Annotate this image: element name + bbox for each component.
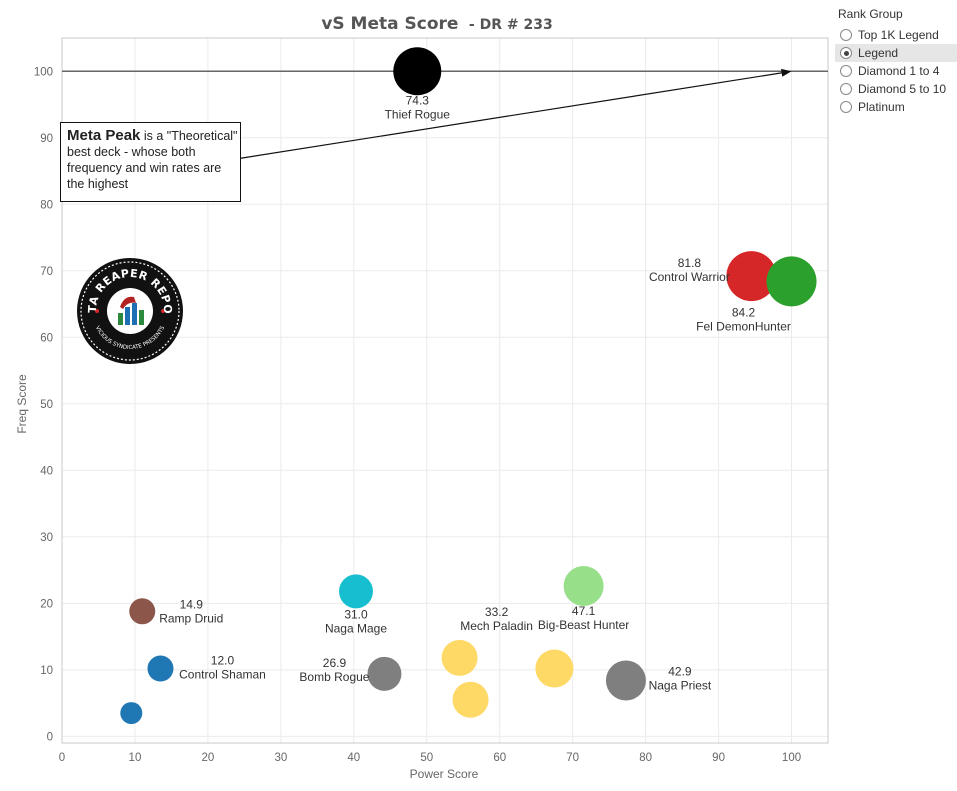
radio-icon: [840, 65, 852, 77]
legend-option-label: Diamond 5 to 10: [858, 82, 947, 96]
x-tick-label: 70: [566, 752, 579, 764]
x-tick-label: 80: [639, 752, 652, 764]
point-name-label: Naga Mage: [325, 621, 387, 635]
y-axis-title: Freq Score: [15, 374, 29, 434]
meta-peak-callout: Meta Peak is a "Theoretical" best deck -…: [60, 122, 241, 202]
y-tick-label: 40: [40, 465, 53, 477]
legend-title: Rank Group: [838, 7, 903, 21]
meta-peak-arrow: [235, 68, 792, 160]
point-score-label: 12.0: [211, 654, 235, 668]
point-name-label: Ramp Druid: [159, 611, 223, 625]
radio-icon: [840, 29, 852, 41]
x-tick-label: 30: [274, 752, 287, 764]
point-naga-mage[interactable]: [338, 574, 373, 609]
point-name-label: Fel DemonHunter: [696, 319, 791, 333]
x-tick-label: 100: [782, 752, 801, 764]
arrow-head: [781, 68, 792, 77]
x-tick-label: 90: [712, 752, 725, 764]
y-tick-label: 30: [40, 532, 53, 544]
legend-option-label: Legend: [858, 46, 899, 60]
callout-text: is a "Theoretical" best deck - whose bot…: [67, 129, 238, 191]
point-unlabeled[interactable]: [535, 649, 574, 688]
rank-group-legend: Rank Group Top 1K Legend Legend Diamond …: [835, 6, 957, 116]
point-bomb-rogue[interactable]: [367, 656, 402, 691]
arrow-line: [235, 71, 786, 160]
point-score-label: 26.9: [323, 656, 347, 670]
data-points: [120, 47, 817, 725]
point-name-label: Control Shaman: [179, 668, 266, 682]
point-ramp-druid[interactable]: [129, 598, 156, 625]
callout-bold-text: Meta Peak: [67, 127, 141, 144]
y-tick-label: 70: [40, 266, 53, 278]
point-score-label: 42.9: [668, 664, 692, 678]
axis-ticks: 0 10 20 30 40 50 60 70 80 90 100 0 10 20 30 40 50 60 70 80 9…: [34, 66, 801, 764]
x-tick-label: 50: [420, 752, 433, 764]
chart-title: vS Meta Score - DR # 233: [321, 14, 552, 34]
x-tick-label: 20: [202, 752, 215, 764]
point-big-beast-hunter[interactable]: [563, 566, 604, 607]
point-name-label: Naga Priest: [649, 678, 712, 692]
y-tick-label: 90: [40, 133, 53, 145]
data-reaper-logo: DATA REAPER REPORT VICIOUS SYNDICATE PRE…: [71, 247, 184, 365]
legend-option-diamond-5-to-10[interactable]: Diamond 5 to 10: [835, 80, 957, 98]
legend-option-label: Diamond 1 to 4: [858, 64, 940, 78]
y-tick-label: 0: [47, 731, 53, 743]
x-tick-label: 60: [493, 752, 506, 764]
point-name-label: Control Warrior: [649, 270, 730, 284]
legend-option-legend[interactable]: Legend: [835, 44, 957, 62]
point-unlabeled[interactable]: [452, 681, 489, 718]
x-tick-label: 10: [129, 752, 142, 764]
y-tick-label: 10: [40, 665, 53, 677]
point-name-label: Mech Paladin: [460, 619, 533, 633]
point-score-label: 47.1: [572, 604, 596, 618]
point-score-label: 84.2: [732, 305, 756, 319]
y-tick-label: 20: [40, 598, 53, 610]
point-score-label: 81.8: [678, 256, 702, 270]
x-tick-label: 40: [347, 752, 360, 764]
legend-option-label: Top 1K Legend: [858, 28, 939, 42]
legend-option-platinum[interactable]: Platinum: [835, 98, 957, 116]
x-tick-label: 0: [59, 752, 65, 764]
point-naga-priest[interactable]: [605, 660, 646, 701]
plot-frame: [61, 37, 829, 744]
point-score-label: 74.3: [406, 93, 430, 107]
point-score-label: 31.0: [344, 607, 368, 621]
legend-option-diamond-1-to-4[interactable]: Diamond 1 to 4: [835, 62, 957, 80]
point-fel-demonhunter[interactable]: [766, 256, 817, 307]
radio-icon: [840, 83, 852, 95]
y-tick-label: 80: [40, 199, 53, 211]
radio-icon: [840, 47, 852, 59]
y-tick-label: 50: [40, 399, 53, 411]
x-axis-title: Power Score: [410, 767, 479, 781]
point-control-shaman[interactable]: [147, 655, 174, 682]
point-name-label: Thief Rogue: [385, 107, 451, 121]
legend-option-label: Platinum: [858, 100, 905, 114]
point-name-label: Big-Beast Hunter: [538, 618, 629, 632]
point-score-label: 14.9: [180, 597, 204, 611]
point-unlabeled[interactable]: [120, 702, 143, 725]
y-tick-label: 100: [34, 66, 53, 78]
point-mech-paladin[interactable]: [441, 639, 478, 676]
legend-option-top-1k-legend[interactable]: Top 1K Legend: [835, 26, 957, 44]
y-tick-label: 60: [40, 332, 53, 344]
point-control-warrior[interactable]: [726, 251, 777, 302]
point-name-label: Bomb Rogue: [299, 670, 369, 684]
radio-icon: [840, 101, 852, 113]
point-thief-rogue[interactable]: [393, 47, 442, 96]
point-score-label: 33.2: [485, 605, 509, 619]
